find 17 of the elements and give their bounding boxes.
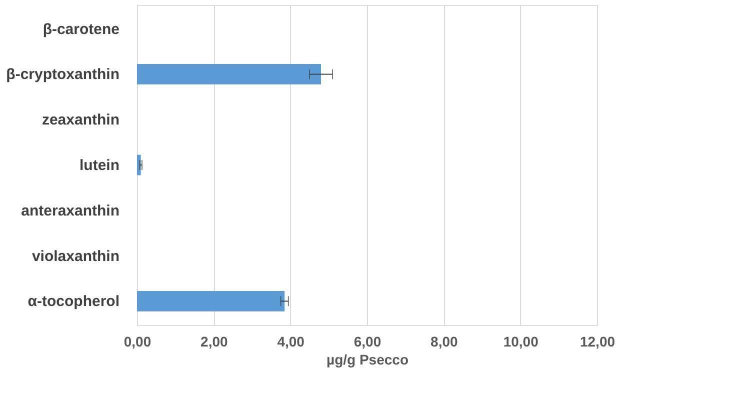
y-tick-label: β-carotene <box>42 20 120 38</box>
x-tick-label: 6,00 <box>354 334 382 350</box>
y-tick-label: β-cryptoxanthin <box>6 66 120 84</box>
y-tick-label: anteraxanthin <box>21 202 120 220</box>
x-tick-label: 4,00 <box>277 334 305 350</box>
y-tick-label: α-tocopherol <box>28 293 120 310</box>
x-tick-label: 10,00 <box>503 334 539 350</box>
y-tick-label: zeaxanthin <box>42 112 120 129</box>
x-tick-label: 2,00 <box>200 334 228 350</box>
bar <box>137 290 285 312</box>
bar <box>137 64 321 84</box>
x-tick-label: 12,00 <box>580 334 616 350</box>
x-tick-label: 0,00 <box>124 334 152 350</box>
y-tick-label: violaxanthin <box>32 248 120 265</box>
x-tick-label: 8,00 <box>430 334 458 350</box>
x-axis-title: µg/g Psecco <box>326 352 408 368</box>
y-tick-label: lutein <box>80 157 120 174</box>
